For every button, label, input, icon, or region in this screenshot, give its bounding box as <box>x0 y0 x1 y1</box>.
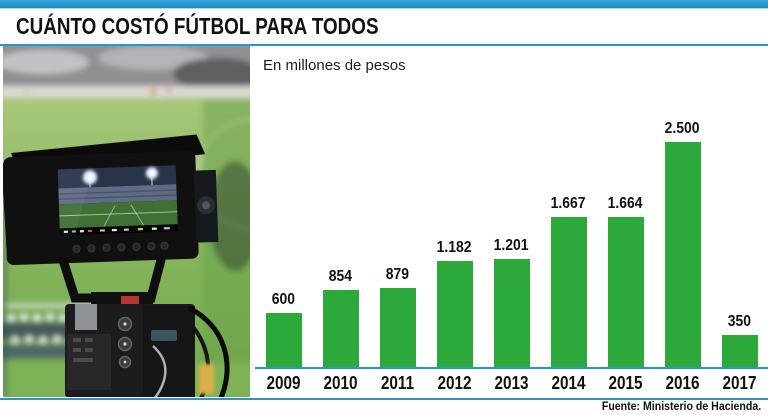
bar-value-label: 1.667 <box>551 195 586 212</box>
bar-value-label: 1.201 <box>494 237 529 254</box>
x-axis-line <box>255 367 768 369</box>
bar <box>721 335 758 367</box>
monitor-screen <box>57 165 178 236</box>
bar-column: 350 <box>711 313 768 367</box>
header: CUÁNTO COSTÓ FÚTBOL PARA TODOS <box>0 9 768 46</box>
x-axis-label: 2015 <box>608 372 643 393</box>
bottom-rule <box>0 398 768 400</box>
bars-row: 600 854 879 1.182 1.201 1.667 1.664 2.500 350 <box>255 117 768 367</box>
x-axis-label: 2013 <box>494 372 529 393</box>
bar-value-label: 879 <box>385 266 410 283</box>
bar-column: 854 <box>312 268 369 367</box>
bar-column: 2.500 <box>654 120 711 367</box>
top-accent-strip <box>0 0 768 9</box>
bar-column: 1.201 <box>483 237 540 367</box>
bar-column: 1.667 <box>540 195 597 367</box>
bar <box>664 142 701 367</box>
x-axis-label: 2011 <box>380 372 415 393</box>
bar <box>436 261 473 367</box>
x-axis-label: 2016 <box>665 372 700 393</box>
x-axis-label: 2009 <box>266 372 301 393</box>
x-axis-label: 2017 <box>722 372 757 393</box>
bar <box>322 290 359 367</box>
bar <box>493 259 530 367</box>
bar-column: 1.664 <box>597 195 654 367</box>
x-axis-label: 2012 <box>437 372 472 393</box>
bar <box>550 217 587 367</box>
bar <box>607 217 644 367</box>
bar-value-label: 2.500 <box>665 120 700 137</box>
bar-value-label: 1.182 <box>437 239 472 256</box>
bar-value-label: 1.664 <box>608 195 643 212</box>
bar-value-label: 854 <box>328 268 353 285</box>
years-row: 2009 2010 2011 2012 2013 2014 2015 2016 2017 <box>255 369 768 397</box>
bar <box>379 288 416 367</box>
chart-subtitle: En millones de pesos <box>263 57 406 74</box>
stadium-camera-photo <box>3 46 250 397</box>
x-axis-label: 2014 <box>551 372 586 393</box>
tv-camera <box>3 134 230 397</box>
x-axis-label: 2010 <box>323 372 358 393</box>
bar <box>265 313 302 367</box>
bar-value-label: 600 <box>271 291 296 308</box>
source-credit: Fuente: Ministerio de Hacienda. <box>601 401 761 413</box>
bar-column: 600 <box>255 291 312 367</box>
bar-value-label: 350 <box>727 313 752 330</box>
bar-column: 1.182 <box>426 239 483 367</box>
bar-column: 879 <box>369 266 426 367</box>
page-title: CUÁNTO COSTÓ FÚTBOL PARA TODOS <box>16 13 379 39</box>
